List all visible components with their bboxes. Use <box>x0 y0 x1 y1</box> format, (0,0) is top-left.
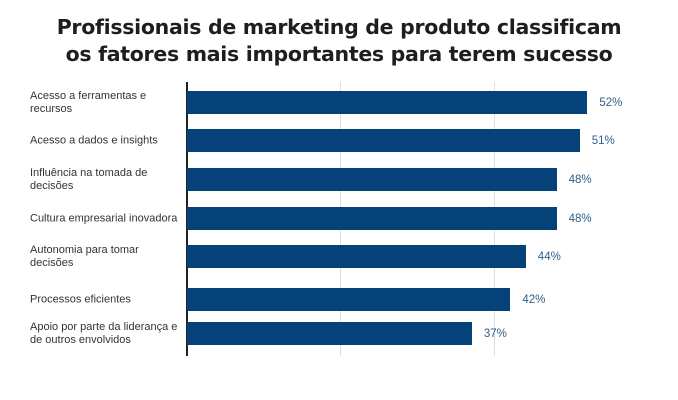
value-label: 52% <box>599 96 623 109</box>
bar <box>187 168 557 191</box>
y-axis-line <box>186 82 188 356</box>
category-label: Processos eficientes <box>30 293 131 305</box>
chart-title: Profissionais de marketing de produto cl… <box>0 14 678 68</box>
bar-row: Apoio por parte da liderança e de outros… <box>0 320 678 346</box>
category-label: Cultura empresarial inovadora <box>30 212 178 224</box>
value-label: 44% <box>537 250 561 263</box>
category-label: Autonomia para tomar decisões <box>30 243 139 269</box>
bar-row: Influência na tomada de decisões 48% <box>0 166 678 192</box>
value-label: 37% <box>483 327 507 340</box>
value-label: 42% <box>522 293 546 306</box>
category-label: Acesso a dados e insights <box>30 134 158 146</box>
bar <box>187 91 588 114</box>
chart-title-line-2: os fatores mais importantes para terem s… <box>65 42 613 66</box>
category-label: Acesso a ferramentas e recursos <box>30 89 147 115</box>
bar <box>187 288 511 311</box>
value-label: 51% <box>591 134 615 147</box>
category-label: Apoio por parte da liderança e de outros… <box>30 320 178 346</box>
chart-title-line-1: Profissionais de marketing de produto cl… <box>56 15 622 39</box>
bar-row: Acesso a ferramentas e recursos 52% <box>0 89 678 115</box>
bar <box>187 322 472 345</box>
bar-row: Acesso a dados e insights 51% <box>0 129 678 152</box>
value-label: 48% <box>568 173 592 186</box>
bar-row: Processos eficientes 42% <box>0 288 678 311</box>
bar-row: Cultura empresarial inovadora 48% <box>0 207 678 230</box>
bar-row: Autonomia para tomar decisões 44% <box>0 243 678 269</box>
bar <box>187 129 580 152</box>
category-label: Influência na tomada de decisões <box>30 166 148 192</box>
value-label: 48% <box>568 212 592 225</box>
bar <box>187 245 526 268</box>
bar <box>187 207 557 230</box>
